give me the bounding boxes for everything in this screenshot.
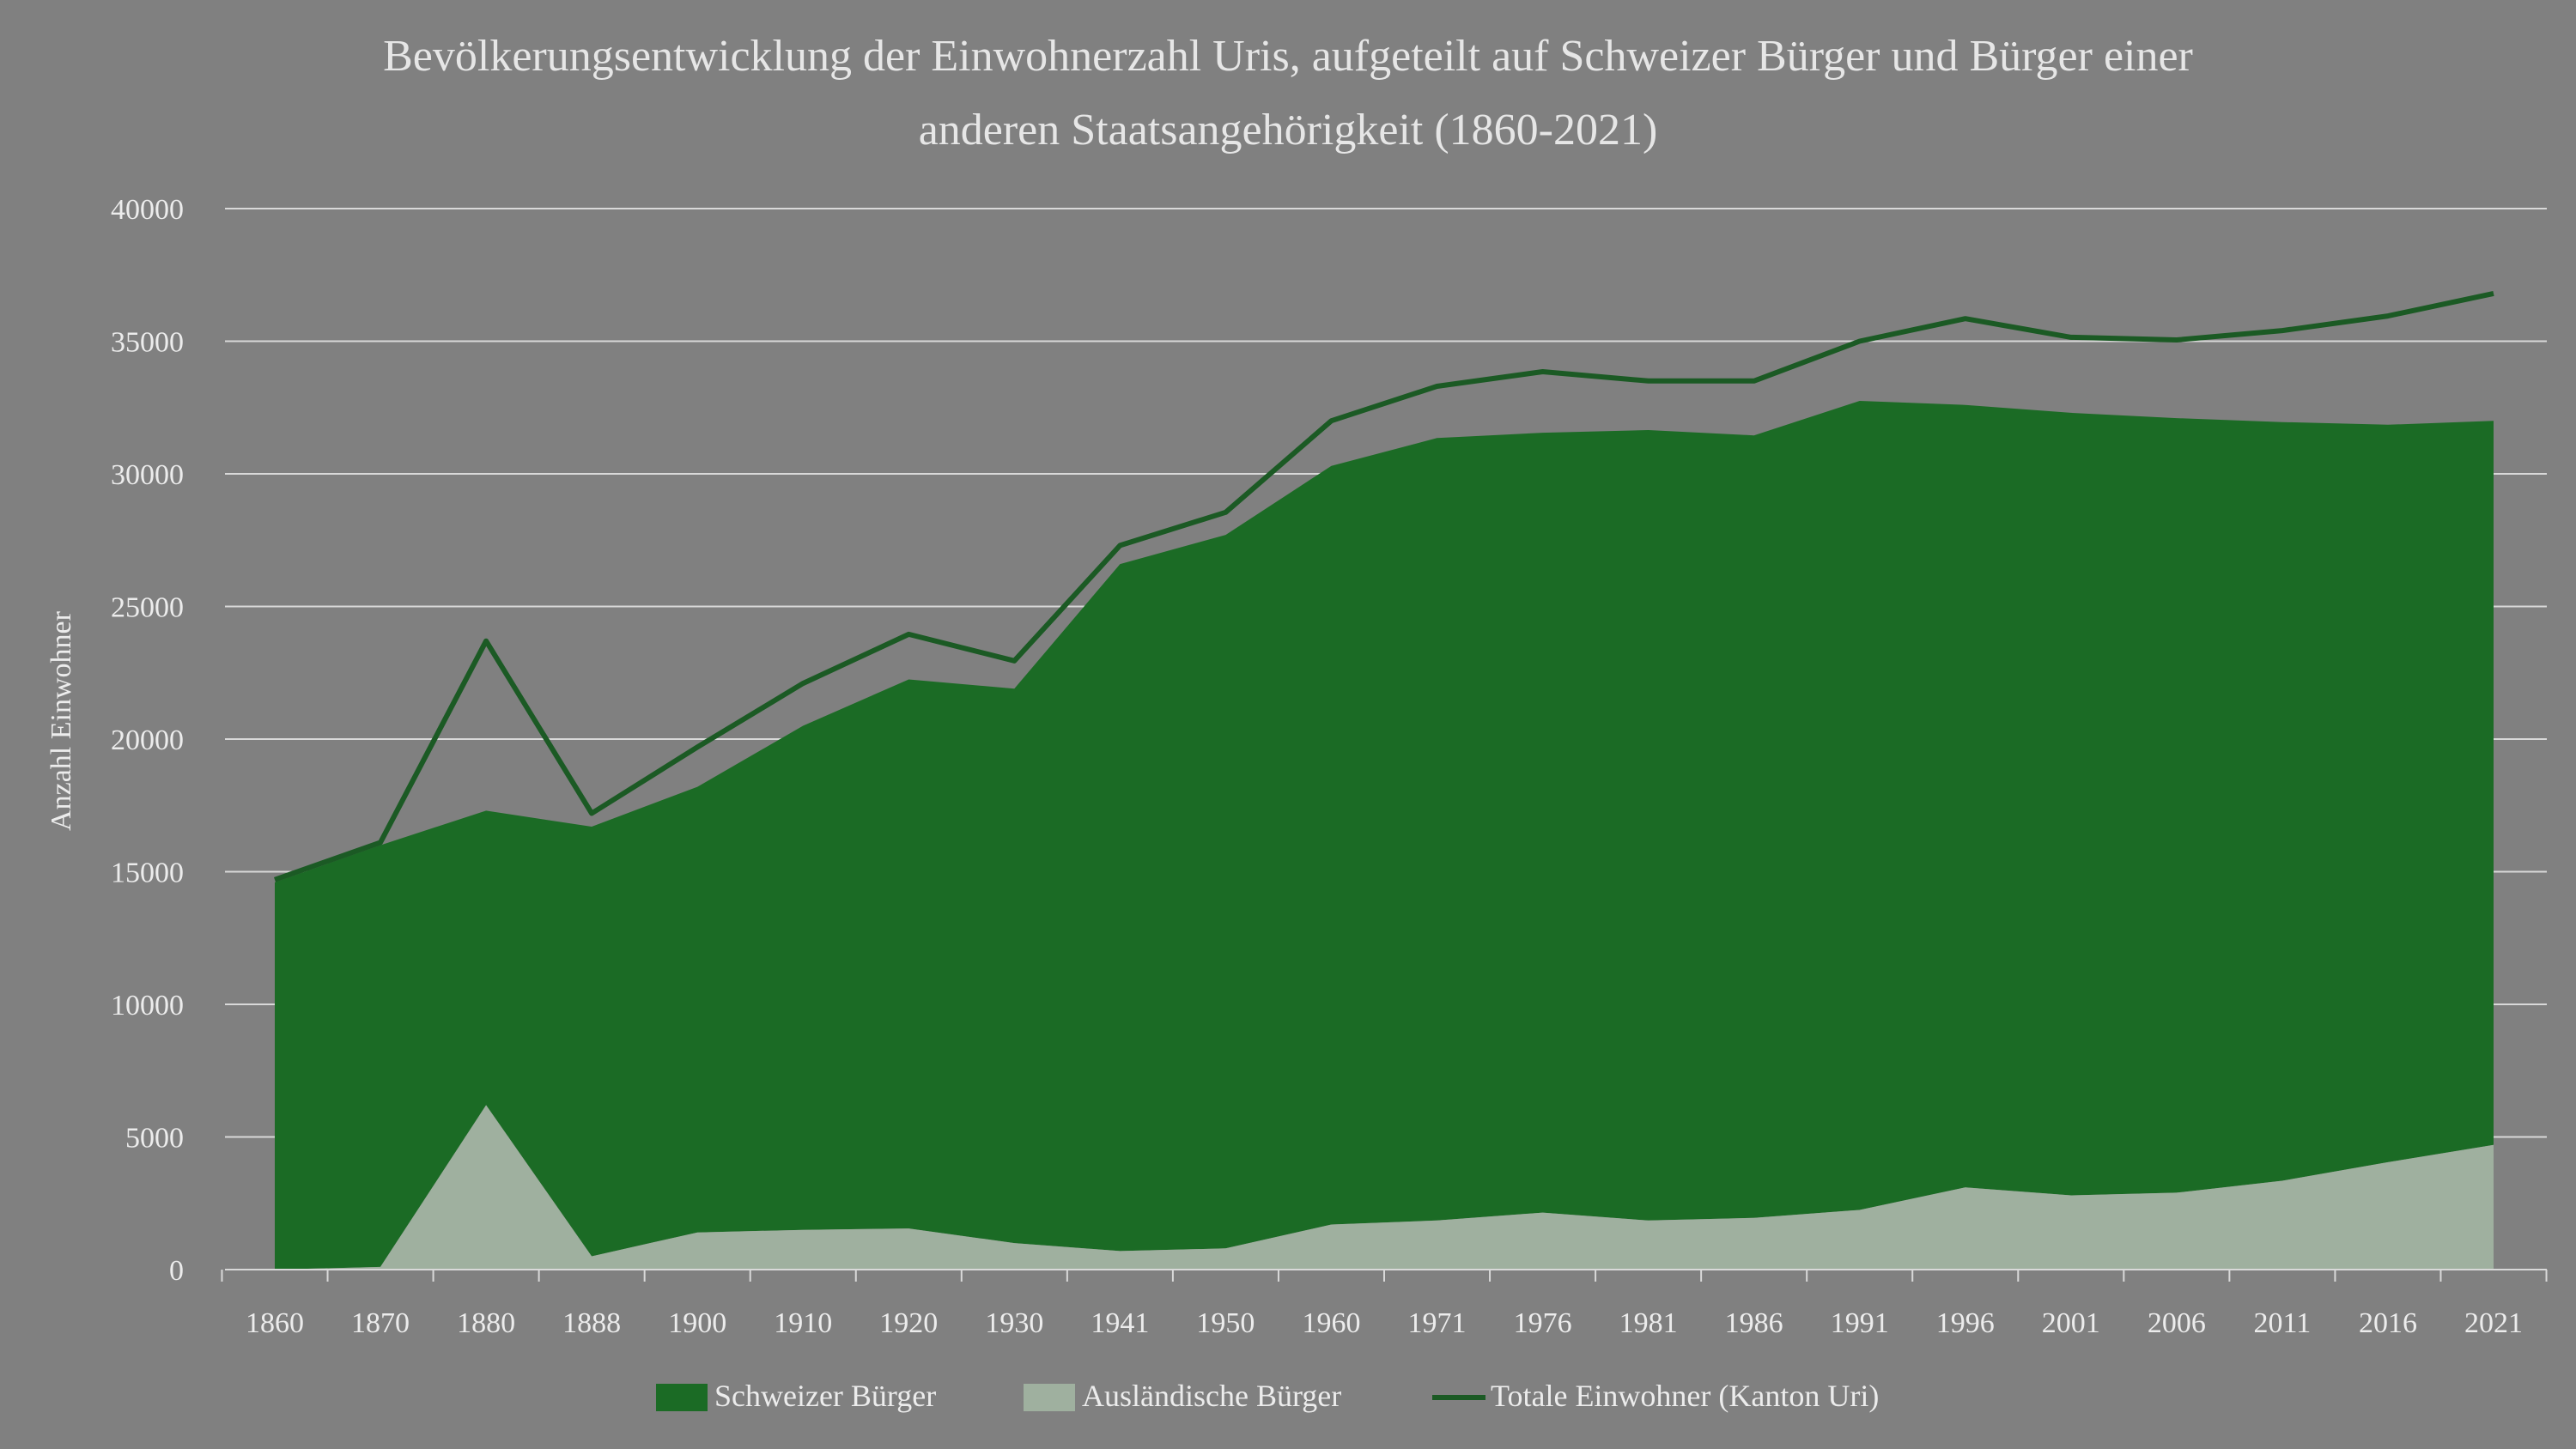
- x-tick-label: 1981: [1619, 1307, 1678, 1339]
- y-tick-label: 35000: [111, 327, 184, 359]
- area-schweizer-buerger: [275, 401, 2494, 1270]
- x-tick-label: 1930: [985, 1307, 1043, 1339]
- x-tick-label: 2016: [2359, 1307, 2417, 1339]
- y-tick-label: 10000: [111, 990, 184, 1022]
- y-tick-label: 20000: [111, 724, 184, 756]
- chart-title-line-1: Bevölkerungsentwicklung der Einwohnerzah…: [383, 32, 2193, 81]
- x-tick-label: 1920: [879, 1307, 938, 1339]
- y-tick-label: 15000: [111, 858, 184, 889]
- x-tick-label: 2001: [2042, 1307, 2100, 1339]
- x-tick-label: 2011: [2254, 1307, 2312, 1339]
- x-tick-label: 1910: [774, 1307, 832, 1339]
- x-tick-label: 1971: [1408, 1307, 1467, 1339]
- x-tick-label: 2006: [2148, 1307, 2206, 1339]
- x-tick-label: 1991: [1831, 1307, 1889, 1339]
- x-tick-label: 1888: [562, 1307, 621, 1339]
- x-tick-label: 2021: [2464, 1307, 2523, 1339]
- x-tick-label: 1900: [668, 1307, 726, 1339]
- legend-label-totale-einwohner: Totale Einwohner (Kanton Uri): [1491, 1379, 1879, 1413]
- x-tick-label: 1960: [1302, 1307, 1360, 1339]
- y-axis-label: Anzahl Einwohner: [46, 610, 77, 831]
- y-tick-label: 0: [169, 1255, 184, 1287]
- y-tick-label: 40000: [111, 194, 184, 226]
- y-tick-label: 5000: [125, 1123, 184, 1155]
- x-axis: [221, 1269, 2548, 1282]
- legend-swatch-schweizer-buerger: [656, 1384, 708, 1411]
- area-auslaendische-buerger: [275, 1105, 2494, 1270]
- legend-label-auslaendische-buerger: Ausländische Bürger: [1082, 1379, 1341, 1413]
- y-tick-label: 30000: [111, 459, 184, 491]
- area-series: [275, 401, 2494, 1270]
- y-axis-ticks: 0 5000 10000 15000 20000 25000 30000 35000 40000: [111, 194, 184, 1287]
- x-tick-label: 1941: [1091, 1307, 1149, 1339]
- x-axis-ticks: 1860 1870 1880 1888 1900 1910 1920 1930 1941 1950…: [246, 1307, 2523, 1339]
- line-totale-einwohner: [274, 290, 2494, 882]
- x-tick-label: 1976: [1514, 1307, 1572, 1339]
- y-tick-label: 25000: [111, 592, 184, 624]
- x-tick-label: 1996: [1936, 1307, 1995, 1339]
- line-series: [274, 290, 2494, 882]
- legend-label-schweizer-buerger: Schweizer Bürger: [714, 1379, 936, 1413]
- x-tick-label: 1880: [457, 1307, 515, 1339]
- x-tick-label: 1986: [1725, 1307, 1783, 1339]
- x-tick-label: 1950: [1196, 1307, 1255, 1339]
- chart-title-line-2: anderen Staatsangehörigkeit (1860-2021): [919, 106, 1658, 155]
- legend-swatch-auslaendische-buerger: [1024, 1384, 1075, 1411]
- x-tick-label: 1870: [351, 1307, 410, 1339]
- x-tick-label: 1860: [246, 1307, 304, 1339]
- legend: Schweizer Bürger Ausländische Bürger Tot…: [656, 1379, 1879, 1413]
